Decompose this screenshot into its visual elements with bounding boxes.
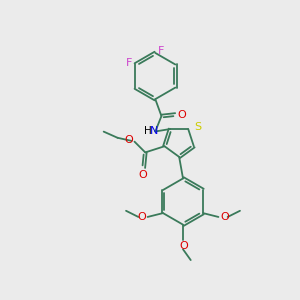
Text: O: O xyxy=(137,212,146,222)
Text: O: O xyxy=(139,170,147,180)
Text: O: O xyxy=(177,110,186,119)
Text: F: F xyxy=(158,46,165,56)
Text: S: S xyxy=(194,122,202,133)
Text: O: O xyxy=(179,241,188,251)
Text: O: O xyxy=(220,212,229,222)
Text: F: F xyxy=(126,58,132,68)
Text: H: H xyxy=(144,126,152,136)
Text: O: O xyxy=(124,135,133,145)
Text: N: N xyxy=(150,126,158,136)
